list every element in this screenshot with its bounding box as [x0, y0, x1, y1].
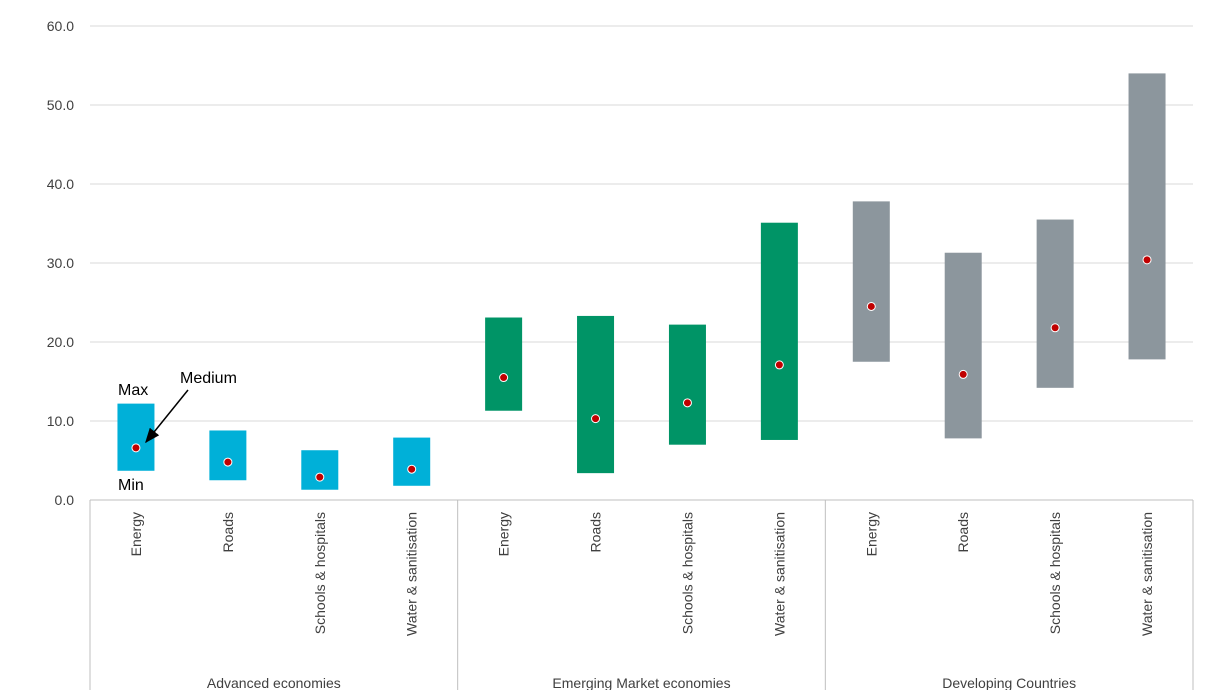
median-marker	[682, 398, 692, 408]
median-marker	[591, 414, 601, 424]
x-tick-label: Roads	[588, 512, 604, 552]
median-markers	[131, 255, 1152, 482]
median-marker	[1142, 255, 1152, 265]
x-tick-label: Water & sanitisation	[404, 512, 420, 636]
median-marker	[866, 301, 876, 311]
range-bar	[852, 201, 890, 362]
min-annotation: Min	[118, 477, 144, 494]
range-bar	[1036, 219, 1074, 388]
group-label: Developing Countries	[942, 675, 1076, 690]
axis-labels: 0.0 10.0 20.0 30.0 40.0 50.0 60.0 Advanced econ…	[47, 18, 1155, 691]
median-marker	[223, 457, 233, 467]
y-tick-label: 60.0	[47, 18, 74, 34]
group-label: Advanced economies	[207, 675, 341, 690]
y-tick-label: 10.0	[47, 413, 74, 429]
y-tick-label: 30.0	[47, 255, 74, 271]
median-marker	[774, 360, 784, 370]
range-bar	[209, 430, 247, 481]
median-marker	[131, 443, 141, 453]
x-tick-label: Energy	[128, 512, 144, 556]
range-bar	[944, 252, 982, 439]
median-marker	[1050, 323, 1060, 333]
x-tick-label: Water & sanitisation	[771, 512, 787, 636]
group-label: Emerging Market economies	[552, 675, 730, 690]
y-tick-label: 50.0	[47, 97, 74, 113]
x-axis	[89, 499, 1194, 690]
range-bars	[117, 73, 1166, 490]
median-marker	[958, 369, 968, 379]
median-marker	[315, 472, 325, 482]
x-tick-label: Energy	[863, 512, 879, 556]
median-arrow	[145, 389, 189, 444]
y-tick-label: 40.0	[47, 176, 74, 192]
range-bar	[485, 317, 523, 411]
range-bar	[760, 222, 798, 440]
x-tick-label: Schools & hospitals	[679, 512, 695, 634]
x-tick-label: Energy	[496, 512, 512, 556]
x-tick-label: Water & sanitisation	[1139, 512, 1155, 636]
median-marker	[499, 373, 509, 383]
x-tick-label: Roads	[955, 512, 971, 552]
y-tick-label: 0.0	[55, 492, 75, 508]
range-bar	[1128, 73, 1166, 360]
range-bar	[117, 403, 155, 471]
y-tick-label: 20.0	[47, 334, 74, 350]
x-tick-label: Roads	[220, 512, 236, 552]
x-tick-label: Schools & hospitals	[312, 512, 328, 634]
gridlines	[90, 25, 1193, 422]
median-marker	[407, 464, 417, 474]
x-tick-label: Schools & hospitals	[1047, 512, 1063, 634]
range-bar	[301, 450, 339, 490]
range-bar	[668, 324, 706, 445]
range-bar	[393, 437, 431, 486]
median-annotation: Medium	[180, 370, 237, 387]
range-bar	[577, 315, 615, 474]
annotations: Max Min Medium	[118, 370, 237, 494]
max-annotation: Max	[118, 382, 148, 399]
